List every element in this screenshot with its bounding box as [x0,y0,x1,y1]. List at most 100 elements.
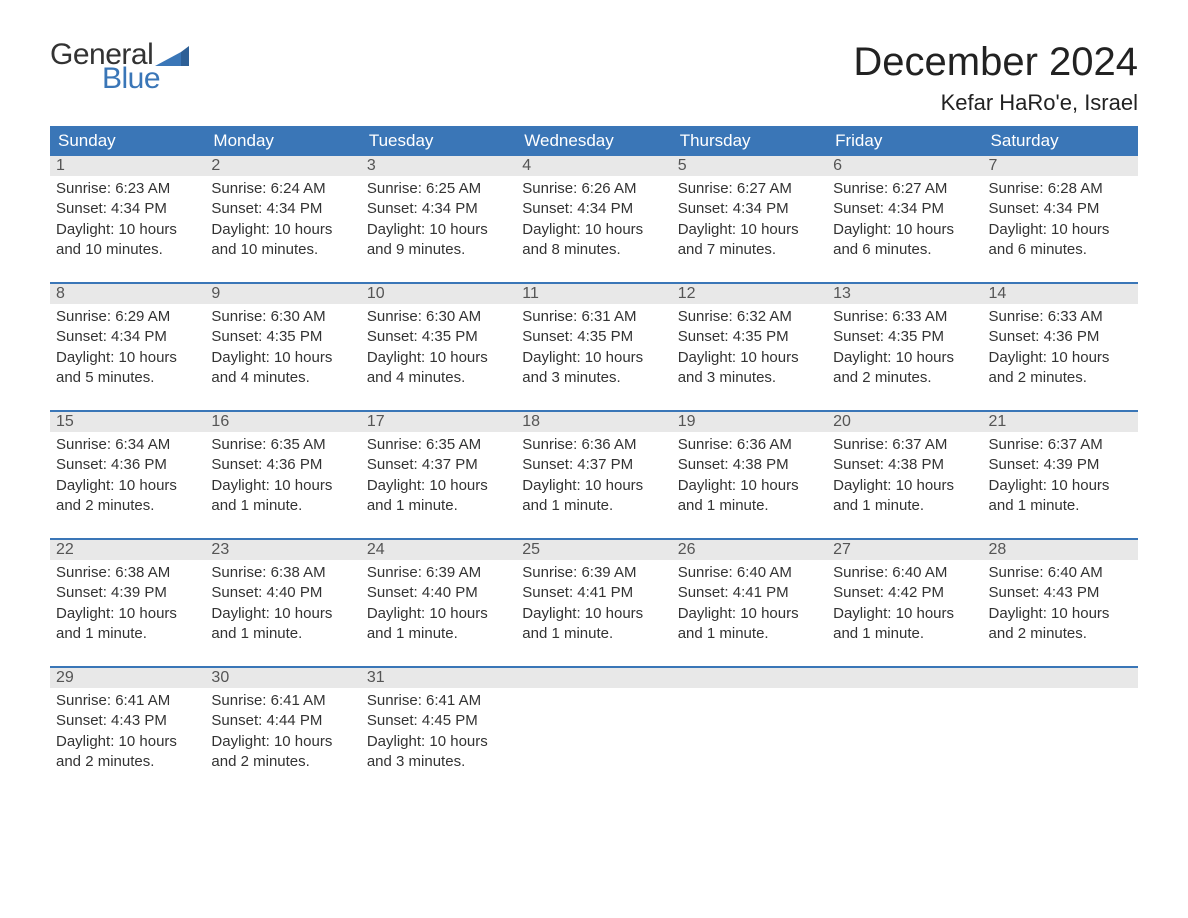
day-cell: Sunrise: 6:33 AMSunset: 4:36 PMDaylight:… [983,304,1138,410]
daybody-row: Sunrise: 6:29 AMSunset: 4:34 PMDaylight:… [50,304,1138,411]
day-sunrise: Sunrise: 6:39 AM [522,563,665,583]
col-wednesday: Wednesday [516,126,671,156]
day-day2: and 8 minutes. [522,240,665,260]
day-sunset: Sunset: 4:35 PM [367,327,510,347]
calendar-header-row: Sunday Monday Tuesday Wednesday Thursday… [50,126,1138,156]
day-number: 2 [205,156,360,176]
month-title: December 2024 [853,40,1138,84]
day-sunset: Sunset: 4:40 PM [211,583,354,603]
day-sunrise: Sunrise: 6:33 AM [833,307,976,327]
day-cell: Sunrise: 6:35 AMSunset: 4:37 PMDaylight:… [361,432,516,538]
day-sunset: Sunset: 4:34 PM [989,199,1132,219]
day-sunrise: Sunrise: 6:30 AM [367,307,510,327]
day-day2: and 1 minute. [989,496,1132,516]
day-sunrise: Sunrise: 6:38 AM [211,563,354,583]
day-cell: Sunrise: 6:39 AMSunset: 4:41 PMDaylight:… [516,560,671,666]
day-cell: Sunrise: 6:41 AMSunset: 4:45 PMDaylight:… [361,688,516,794]
day-sunrise: Sunrise: 6:32 AM [678,307,821,327]
day-sunrise: Sunrise: 6:40 AM [833,563,976,583]
day-number: 10 [361,284,516,304]
day-sunset: Sunset: 4:45 PM [367,711,510,731]
day-day2: and 4 minutes. [367,368,510,388]
day-day2: and 1 minute. [522,624,665,644]
day-day1: Daylight: 10 hours [833,348,976,368]
location-label: Kefar HaRo'e, Israel [853,90,1138,116]
day-number [672,668,827,688]
day-number [516,668,671,688]
day-day1: Daylight: 10 hours [833,604,976,624]
day-cell: Sunrise: 6:37 AMSunset: 4:39 PMDaylight:… [983,432,1138,538]
daynum-row: 15161718192021 [50,412,1138,432]
day-day1: Daylight: 10 hours [522,604,665,624]
day-sunrise: Sunrise: 6:40 AM [678,563,821,583]
day-day2: and 1 minute. [56,624,199,644]
daybody-row: Sunrise: 6:41 AMSunset: 4:43 PMDaylight:… [50,688,1138,794]
day-cell: Sunrise: 6:30 AMSunset: 4:35 PMDaylight:… [205,304,360,410]
day-sunrise: Sunrise: 6:30 AM [211,307,354,327]
day-sunset: Sunset: 4:35 PM [833,327,976,347]
day-number: 21 [983,412,1138,432]
day-sunset: Sunset: 4:41 PM [678,583,821,603]
day-day2: and 3 minutes. [522,368,665,388]
day-day1: Daylight: 10 hours [678,348,821,368]
day-number: 24 [361,540,516,560]
day-day2: and 2 minutes. [211,752,354,772]
day-day1: Daylight: 10 hours [56,348,199,368]
calendar-body: 1234567Sunrise: 6:23 AMSunset: 4:34 PMDa… [50,156,1138,794]
day-cell: Sunrise: 6:41 AMSunset: 4:43 PMDaylight:… [50,688,205,794]
day-cell: Sunrise: 6:40 AMSunset: 4:43 PMDaylight:… [983,560,1138,666]
day-sunset: Sunset: 4:36 PM [989,327,1132,347]
day-day2: and 2 minutes. [989,368,1132,388]
day-cell: Sunrise: 6:39 AMSunset: 4:40 PMDaylight:… [361,560,516,666]
day-number: 15 [50,412,205,432]
day-sunrise: Sunrise: 6:41 AM [211,691,354,711]
day-sunrise: Sunrise: 6:35 AM [211,435,354,455]
day-sunrise: Sunrise: 6:41 AM [56,691,199,711]
day-day2: and 10 minutes. [56,240,199,260]
day-sunset: Sunset: 4:34 PM [833,199,976,219]
day-cell [983,688,1138,768]
day-sunset: Sunset: 4:34 PM [367,199,510,219]
day-number: 9 [205,284,360,304]
day-sunrise: Sunrise: 6:36 AM [522,435,665,455]
day-sunrise: Sunrise: 6:41 AM [367,691,510,711]
day-number: 6 [827,156,982,176]
day-cell: Sunrise: 6:31 AMSunset: 4:35 PMDaylight:… [516,304,671,410]
day-day1: Daylight: 10 hours [522,476,665,496]
day-day1: Daylight: 10 hours [367,348,510,368]
day-day1: Daylight: 10 hours [678,604,821,624]
day-day2: and 6 minutes. [833,240,976,260]
day-number: 22 [50,540,205,560]
day-day1: Daylight: 10 hours [833,220,976,240]
day-number [983,668,1138,688]
day-day1: Daylight: 10 hours [678,220,821,240]
day-number: 29 [50,668,205,688]
day-day2: and 9 minutes. [367,240,510,260]
day-day2: and 10 minutes. [211,240,354,260]
day-sunset: Sunset: 4:34 PM [56,199,199,219]
day-day2: and 7 minutes. [678,240,821,260]
day-cell: Sunrise: 6:38 AMSunset: 4:39 PMDaylight:… [50,560,205,666]
day-sunset: Sunset: 4:39 PM [989,455,1132,475]
day-sunrise: Sunrise: 6:35 AM [367,435,510,455]
day-day1: Daylight: 10 hours [989,476,1132,496]
day-sunset: Sunset: 4:34 PM [678,199,821,219]
day-day2: and 1 minute. [833,496,976,516]
day-cell: Sunrise: 6:37 AMSunset: 4:38 PMDaylight:… [827,432,982,538]
day-day1: Daylight: 10 hours [211,604,354,624]
daynum-row: 891011121314 [50,284,1138,304]
day-cell [827,688,982,768]
header: General Blue December 2024 Kefar HaRo'e,… [50,40,1138,116]
day-cell: Sunrise: 6:29 AMSunset: 4:34 PMDaylight:… [50,304,205,410]
day-day2: and 5 minutes. [56,368,199,388]
day-cell: Sunrise: 6:24 AMSunset: 4:34 PMDaylight:… [205,176,360,282]
day-sunset: Sunset: 4:35 PM [211,327,354,347]
day-cell: Sunrise: 6:25 AMSunset: 4:34 PMDaylight:… [361,176,516,282]
day-day2: and 1 minute. [211,496,354,516]
day-day2: and 6 minutes. [989,240,1132,260]
day-day1: Daylight: 10 hours [367,220,510,240]
day-sunset: Sunset: 4:34 PM [211,199,354,219]
day-day1: Daylight: 10 hours [211,220,354,240]
calendar-table: Sunday Monday Tuesday Wednesday Thursday… [50,126,1138,794]
day-number: 27 [827,540,982,560]
